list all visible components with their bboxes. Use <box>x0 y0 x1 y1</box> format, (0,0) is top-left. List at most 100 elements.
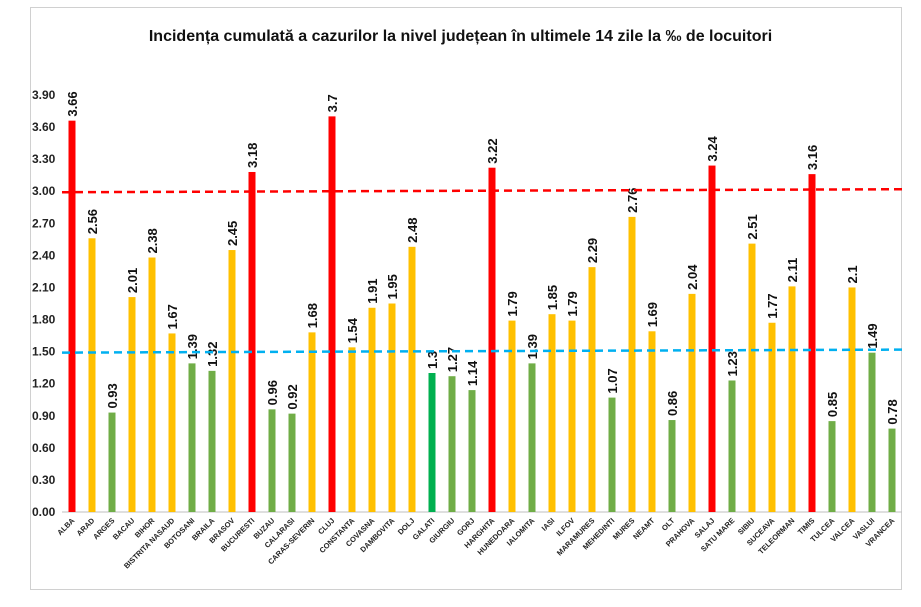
data-label: 1.95 <box>385 274 400 299</box>
bar <box>648 331 656 512</box>
bar <box>568 320 576 512</box>
data-label: 2.29 <box>585 238 600 263</box>
data-label: 1.39 <box>525 334 540 359</box>
bar <box>868 352 876 512</box>
chart-frame <box>30 7 902 590</box>
category-label: IASI <box>540 516 557 533</box>
data-label: 2.48 <box>405 218 420 243</box>
data-label: 1.85 <box>545 285 560 310</box>
bar <box>708 165 716 513</box>
bar <box>528 363 536 512</box>
bar <box>388 303 396 512</box>
data-label: 1.07 <box>605 368 620 393</box>
data-label: 2.11 <box>785 258 800 283</box>
y-tick-label: 2.70 <box>32 216 56 230</box>
data-label: 0.93 <box>105 383 120 408</box>
bar <box>368 307 376 512</box>
bar <box>808 174 816 512</box>
bar <box>428 373 436 512</box>
data-label: 0.85 <box>825 392 840 417</box>
y-tick-label: 3.30 <box>32 152 56 166</box>
bar <box>848 287 856 512</box>
data-label: 1.77 <box>765 293 780 318</box>
bar <box>108 412 116 512</box>
bar <box>228 250 236 513</box>
data-label: 0.96 <box>265 380 280 405</box>
bar <box>828 421 836 512</box>
chart-title: Incidența cumulată a cazurilor la nivel … <box>148 28 773 45</box>
data-label: 1.39 <box>185 334 200 359</box>
data-label: 0.86 <box>665 391 680 416</box>
y-tick-label: 0.30 <box>32 473 56 487</box>
data-label: 3.7 <box>325 94 340 112</box>
data-label: 2.45 <box>225 221 240 246</box>
data-label: 3.16 <box>805 145 820 170</box>
bar <box>408 246 416 513</box>
bar <box>328 116 336 512</box>
bar <box>208 370 216 512</box>
y-tick-label: 2.40 <box>32 248 56 262</box>
bar <box>68 120 76 513</box>
bar <box>668 420 676 512</box>
data-label: 1.23 <box>725 351 740 376</box>
bar <box>288 413 296 512</box>
bar <box>488 167 496 512</box>
bar <box>468 390 476 512</box>
bar <box>148 257 156 512</box>
data-label: 1.68 <box>305 303 320 328</box>
data-label: 3.24 <box>705 135 720 161</box>
bar <box>788 286 796 512</box>
data-label: 2.56 <box>85 209 100 234</box>
bar <box>128 297 136 512</box>
bar <box>548 314 556 512</box>
data-label: 2.1 <box>845 265 860 283</box>
data-label: 1.3 <box>425 351 440 369</box>
data-label: 1.79 <box>505 291 520 316</box>
data-label: 1.32 <box>205 342 220 367</box>
data-label: 2.51 <box>745 214 760 239</box>
category-label: OLT <box>660 516 677 533</box>
bar <box>348 347 356 512</box>
y-tick-label: 1.80 <box>32 313 56 327</box>
y-tick-label: 0.00 <box>32 505 56 519</box>
bar <box>688 293 696 512</box>
bar <box>608 397 616 512</box>
data-label: 1.91 <box>365 278 380 303</box>
bar <box>88 238 96 512</box>
bar <box>248 171 256 512</box>
category-label: NEAMT <box>631 516 657 542</box>
bar <box>588 267 596 512</box>
bar <box>628 216 636 512</box>
bar <box>268 409 276 512</box>
y-tick-label: 3.60 <box>32 120 56 134</box>
y-tick-label: 0.60 <box>32 441 56 455</box>
data-label: 2.04 <box>685 264 700 290</box>
y-tick-label: 3.90 <box>32 88 56 102</box>
data-label: 2.38 <box>145 228 160 253</box>
bar <box>728 380 736 512</box>
data-label: 1.54 <box>345 317 360 343</box>
bar <box>188 363 196 512</box>
data-label: 3.18 <box>245 143 260 168</box>
data-label: 3.22 <box>485 138 500 163</box>
bar <box>748 243 756 512</box>
category-label: BACAU <box>111 516 137 542</box>
data-label: 1.27 <box>445 347 460 372</box>
bar <box>508 320 516 512</box>
data-label: 1.14 <box>465 360 480 386</box>
y-tick-label: 0.90 <box>32 409 56 423</box>
bar <box>448 376 456 512</box>
data-label: 2.76 <box>625 188 640 213</box>
category-label: MURES <box>611 516 637 542</box>
y-tick-label: 2.10 <box>32 280 56 294</box>
reference-line <box>61 187 903 194</box>
data-label: 1.69 <box>645 302 660 327</box>
data-label: 3.66 <box>65 91 80 116</box>
data-label: 1.79 <box>565 291 580 316</box>
data-label: 0.92 <box>285 384 300 409</box>
y-tick-label: 1.50 <box>32 345 56 359</box>
data-label: 2.01 <box>125 268 140 293</box>
data-label: 1.67 <box>165 304 180 329</box>
bar <box>768 322 776 512</box>
